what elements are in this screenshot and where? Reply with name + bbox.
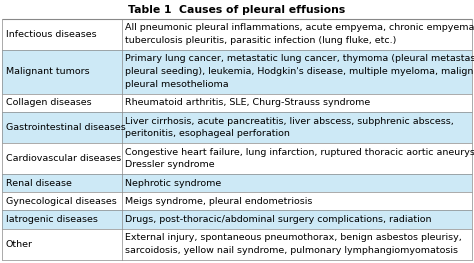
- Text: peritonitis, esophageal perforation: peritonitis, esophageal perforation: [125, 129, 290, 138]
- Text: Other: Other: [6, 240, 33, 249]
- Bar: [2, 174, 472, 192]
- Bar: [2, 50, 472, 94]
- Bar: [2, 112, 472, 143]
- Bar: [2, 94, 472, 112]
- Text: tuberculosis pleuritis, parasitic infection (lung fluke, etc.): tuberculosis pleuritis, parasitic infect…: [125, 36, 396, 45]
- Bar: [2, 229, 472, 260]
- Text: External injury, spontaneous pneumothorax, benign asbestos pleurisy,: External injury, spontaneous pneumothora…: [125, 233, 462, 242]
- Text: pleural mesothelioma: pleural mesothelioma: [125, 80, 228, 89]
- Text: Malignant tumors: Malignant tumors: [6, 67, 90, 76]
- Text: Gynecological diseases: Gynecological diseases: [6, 197, 117, 206]
- Bar: [2, 210, 472, 229]
- Text: Cardiovascular diseases: Cardiovascular diseases: [6, 154, 121, 163]
- Text: Drugs, post-thoracic/abdominal surgery complications, radiation: Drugs, post-thoracic/abdominal surgery c…: [125, 215, 431, 224]
- Text: Iatrogenic diseases: Iatrogenic diseases: [6, 215, 98, 224]
- Text: Nephrotic syndrome: Nephrotic syndrome: [125, 179, 221, 188]
- Bar: [2, 19, 472, 50]
- Text: Rheumatoid arthritis, SLE, Churg-Strauss syndrome: Rheumatoid arthritis, SLE, Churg-Strauss…: [125, 98, 370, 107]
- Text: Liver cirrhosis, acute pancreatitis, liver abscess, subphrenic abscess,: Liver cirrhosis, acute pancreatitis, liv…: [125, 117, 454, 125]
- Text: Meigs syndrome, pleural endometriosis: Meigs syndrome, pleural endometriosis: [125, 197, 312, 206]
- Text: sarcoidosis, yellow nail syndrome, pulmonary lymphangiomyomatosis: sarcoidosis, yellow nail syndrome, pulmo…: [125, 246, 458, 255]
- Text: All pneumonic pleural inflammations, acute empyema, chronic empyema,: All pneumonic pleural inflammations, acu…: [125, 23, 474, 32]
- Text: Dressler syndrome: Dressler syndrome: [125, 160, 214, 169]
- Text: Collagen diseases: Collagen diseases: [6, 98, 91, 107]
- Text: Table 1  Causes of pleural effusions: Table 1 Causes of pleural effusions: [128, 5, 346, 15]
- Text: Infectious diseases: Infectious diseases: [6, 30, 97, 39]
- Text: Primary lung cancer, metastatic lung cancer, thymoma (pleural metastasis,: Primary lung cancer, metastatic lung can…: [125, 54, 474, 63]
- Bar: [2, 143, 472, 174]
- Text: Congestive heart failure, lung infarction, ruptured thoracic aortic aneurysm,: Congestive heart failure, lung infarctio…: [125, 148, 474, 157]
- Text: Renal disease: Renal disease: [6, 179, 72, 188]
- Text: Gastrointestinal diseases: Gastrointestinal diseases: [6, 123, 126, 132]
- Bar: [2, 192, 472, 210]
- Text: pleural seeding), leukemia, Hodgkin's disease, multiple myeloma, malignant: pleural seeding), leukemia, Hodgkin's di…: [125, 67, 474, 76]
